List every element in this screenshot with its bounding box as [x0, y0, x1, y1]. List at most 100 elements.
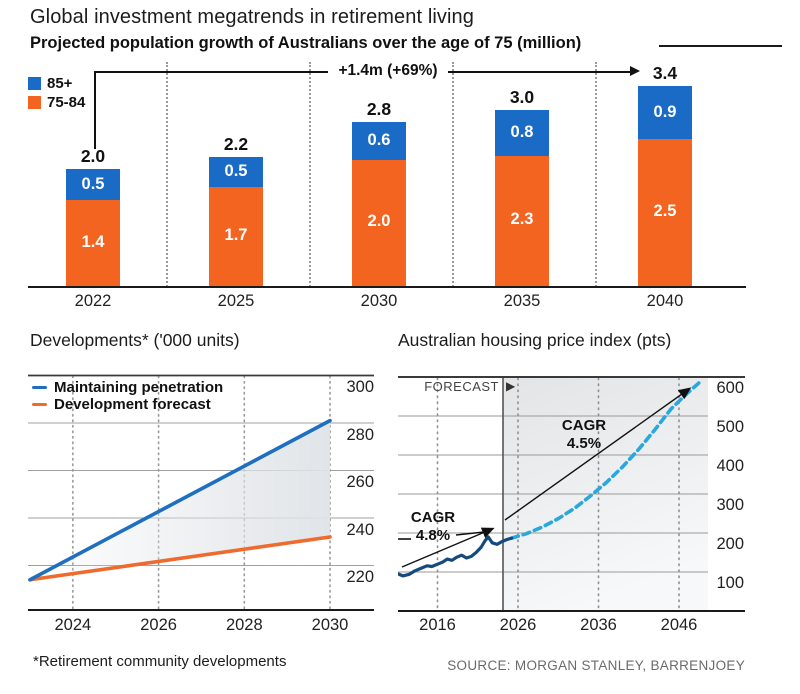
bar-total-2035: 3.0 [509, 87, 535, 107]
bar-total-2040: 3.4 [652, 63, 678, 84]
cagr-label: CAGR [410, 509, 456, 526]
housing-chart-title: Australian housing price index (pts) [398, 330, 672, 350]
segment-value-85plus: 0.6 [367, 130, 391, 149]
segment-value-85plus: 0.9 [653, 102, 677, 121]
x-tick-2026: 2026 [140, 616, 177, 634]
bar-segment-85plus [495, 110, 549, 156]
y-tick-500: 500 [716, 418, 744, 436]
y-tick-600: 600 [716, 379, 744, 397]
forecast-play-icon: ▶ [506, 379, 516, 393]
legend-item-85plus: 85+ [28, 75, 73, 92]
bracket-horizontal-line-right [448, 71, 631, 73]
bar-segment-85plus [638, 86, 692, 140]
bar-total-2030: 2.8 [366, 98, 392, 119]
separator-line [452, 62, 454, 287]
legend-item-75-84: 75-84 [28, 94, 86, 111]
y-tick-100: 100 [716, 574, 744, 592]
legend-swatch-85plus [28, 77, 41, 90]
footnote: *Retirement community developments [33, 653, 287, 670]
y-tick-400: 400 [716, 457, 744, 475]
developments-chart-title: Developments* ('000 units) [30, 330, 240, 350]
bar-segment-85plus [352, 121, 406, 160]
housing-x-axis [398, 610, 745, 612]
cagr-label: CAGR [561, 417, 607, 434]
title-rule [659, 45, 782, 47]
legend-label-maintaining-penetration: Maintaining penetration [54, 379, 224, 396]
segment-value-75-84: 1.4 [81, 232, 105, 251]
separator-line [166, 62, 168, 287]
segment-value-75-84: 2.3 [510, 210, 534, 229]
cagr-historical-annotation: CAGR 4.8% [405, 509, 461, 545]
bar-2030: 0.6 2.0 [352, 121, 406, 287]
annotation-leader [455, 531, 485, 536]
legend-dash-blue [32, 385, 47, 390]
x-tick-2028: 2028 [225, 616, 263, 634]
separator-line [309, 62, 311, 287]
y-tick-300: 300 [716, 496, 744, 514]
x-tick-2036: 2036 [580, 616, 617, 634]
legend-swatch-75-84 [28, 96, 41, 109]
x-tick-2022: 2022 [74, 292, 112, 310]
source-credit: SOURCE: MORGAN STANLEY, BARRENJOEY [447, 658, 745, 673]
x-tick-2030: 2030 [360, 292, 398, 310]
bar-segment-75-84 [352, 159, 406, 287]
bracket-arrowhead-icon [630, 66, 640, 76]
segment-value-85plus: 0.5 [81, 174, 105, 193]
cagr-value: 4.5% [566, 435, 602, 452]
segment-value-85plus: 0.8 [510, 122, 534, 141]
y-tick-200: 200 [716, 535, 744, 553]
bar-segment-75-84 [495, 155, 549, 287]
bar-segment-85plus [209, 157, 263, 187]
legend-label-75-84: 75-84 [47, 94, 86, 111]
x-tick-2046: 2046 [660, 616, 698, 634]
separator-line [595, 62, 597, 287]
x-tick-2024: 2024 [54, 616, 92, 634]
x-tick-2016: 2016 [419, 616, 456, 634]
x-tick-2026: 2026 [499, 616, 537, 634]
y-tick-300: 300 [346, 378, 374, 396]
population-chart-title: Projected population growth of Australia… [30, 34, 582, 52]
bar-segment-75-84 [66, 200, 120, 287]
cagr-historical-arrow [401, 527, 495, 568]
x-tick-2025: 2025 [217, 292, 255, 310]
legend-label-85plus: 85+ [47, 75, 73, 92]
bar-segment-75-84 [209, 186, 263, 287]
legend-dash-orange [32, 402, 47, 407]
y-tick-240: 240 [346, 520, 374, 539]
x-tick-2030: 2030 [311, 616, 349, 634]
development-forecast-line [28, 535, 332, 582]
segment-value-85plus: 0.5 [224, 161, 248, 180]
housing-top-border [398, 376, 745, 378]
housing-line-chart [398, 377, 708, 612]
growth-annotation: +1.4m (+69%) [338, 62, 438, 79]
bracket-vertical-line [94, 71, 96, 149]
bar-2022: 0.5 1.4 [66, 169, 120, 287]
segment-value-75-84: 1.7 [224, 225, 248, 244]
y-tick-260: 260 [346, 473, 374, 491]
page-title: Global investment megatrends in retireme… [30, 6, 474, 28]
bar-segment-85plus [66, 169, 120, 201]
y-tick-220: 220 [346, 568, 374, 586]
developments-legend: Maintaining penetration Development fore… [32, 379, 223, 413]
legend-label-development-forecast: Development forecast [54, 396, 211, 413]
bar-total-2025: 2.2 [223, 134, 249, 155]
forecast-label: FORECAST [424, 379, 499, 394]
population-x-axis [28, 286, 746, 288]
bar-2040: 0.9 2.5 [638, 86, 692, 287]
bar-2025: 0.5 1.7 [209, 157, 263, 287]
bar-total-2022: 2.0 [80, 146, 106, 166]
bar-2035: 0.8 2.3 [495, 110, 549, 287]
maintaining-penetration-line [28, 418, 332, 582]
population-bar-chart: 0.5 1.4 2.0 2022 0.5 1.7 2.2 2025 0.6 2.0 2.8 2030 0… [0, 0, 800, 320]
x-tick-2040: 2040 [646, 292, 684, 310]
segment-value-75-84: 2.5 [653, 202, 677, 221]
bar-segment-75-84 [638, 139, 692, 287]
developments-line-chart [28, 374, 374, 611]
cagr-value: 4.8% [415, 527, 451, 544]
cagr-forecast-arrow [504, 387, 692, 521]
housing-historical-line [398, 535, 514, 578]
cagr-forecast-annotation: CAGR 4.5% [556, 417, 612, 453]
bracket-horizontal-line-left [94, 71, 328, 73]
housing-forecast-line [509, 381, 701, 540]
